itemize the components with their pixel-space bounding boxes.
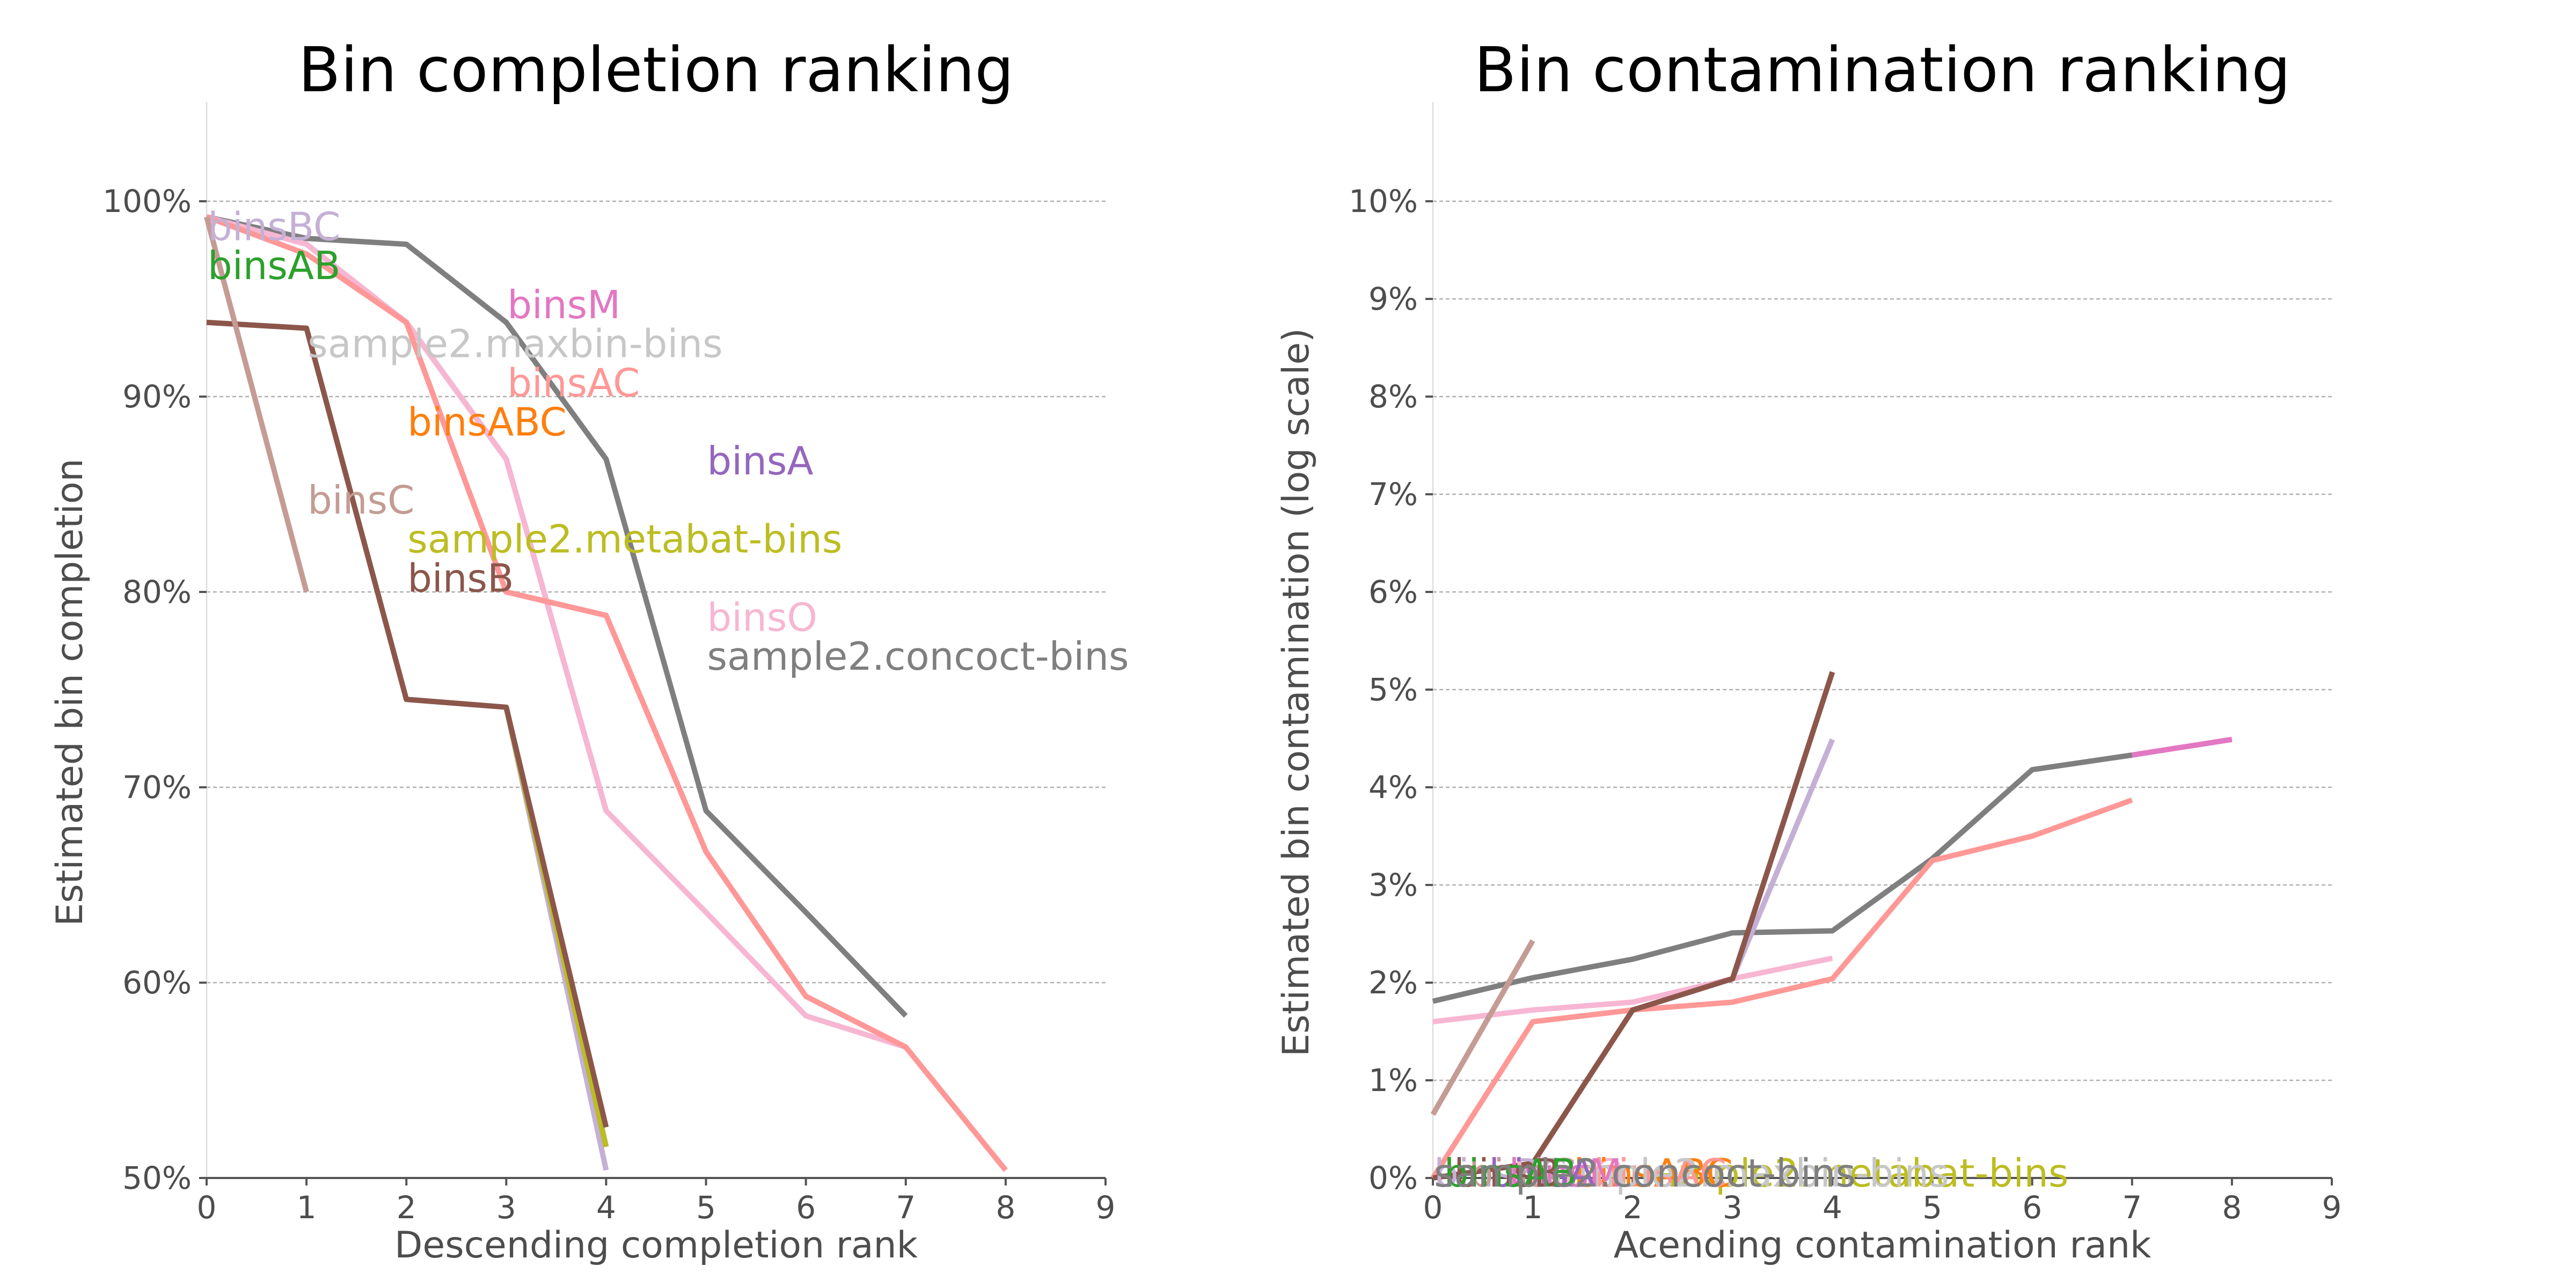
contamination-y-tick-label: 1%: [1368, 1062, 1418, 1099]
contamination-series-label-binsa: binsA: [1489, 1151, 1595, 1196]
completion-x-tick-label: 5: [696, 1189, 716, 1226]
completion-series-label-binsab: binsAB: [208, 243, 341, 288]
contamination-series-line-binsbc: [1730, 738, 1835, 980]
completion-x-tick-label: 9: [1096, 1189, 1116, 1226]
completion-y-tick-label: 100%: [103, 183, 192, 219]
completion-series-label-binso: binsO: [707, 595, 818, 640]
completion-series-label-sample2-metabat-bins: sample2.metabat-bins: [407, 517, 842, 562]
completion-series-label-binsc: binsC: [308, 478, 414, 523]
completion-x-tick-label: 4: [596, 1189, 616, 1226]
contamination-y-tick-label: 3%: [1368, 867, 1418, 903]
contamination-y-tick-label: 10%: [1349, 183, 1418, 219]
contamination-y-tick-label: 7%: [1368, 476, 1418, 513]
contamination-series-label-binsbc: binsBC: [1434, 1151, 1567, 1196]
contamination-x-tick-label: 3: [1723, 1189, 1743, 1226]
completion-series-line-binsb: [206, 319, 609, 1128]
completion-x-tick-label: 0: [197, 1189, 217, 1226]
contamination-series-line-sample2-concoct-bins: [1432, 752, 2133, 1004]
contamination-series-label-binsab: binsAB: [1444, 1151, 1577, 1196]
completion-chart-title: Bin completion ranking: [298, 34, 1014, 106]
contamination-y-axis-label: Estimated bin contamination (log scale): [1275, 328, 1318, 1057]
completion-series-line-binsc: [204, 216, 309, 593]
completion-y-axis-label: Estimated bin completion: [49, 458, 91, 926]
contamination-y-tick-label: 0%: [1368, 1160, 1418, 1196]
contamination-series-label-binsac: binsAC: [1594, 1151, 1726, 1196]
completion-series-line-sample2-concoct-bins: [206, 214, 908, 1018]
completion-series-label-binsa: binsA: [707, 438, 814, 484]
contamination-x-tick-label: 1: [1523, 1189, 1543, 1226]
completion-x-tick-label: 6: [796, 1189, 816, 1226]
contamination-x-tick-label: 9: [2322, 1189, 2342, 1226]
completion-series-label-binsac: binsAC: [507, 361, 640, 406]
completion-series-label-sample2-concoct-bins: sample2.concoct-bins: [707, 634, 1129, 679]
contamination-series-line-binsb: [1432, 671, 1835, 1181]
completion-series-line-binsac: [206, 214, 1008, 1172]
completion-x-tick-label: 1: [297, 1189, 317, 1226]
contamination-chart-title: Bin contamination ranking: [1474, 34, 2291, 106]
contamination-x-tick-label: 2: [1623, 1189, 1643, 1226]
contamination-series-label-binsb: binsB: [1454, 1151, 1560, 1196]
contamination-x-tick-label: 7: [2122, 1189, 2142, 1226]
contamination-x-tick-label: 6: [2022, 1189, 2042, 1226]
completion-series-label-binsm: binsM: [507, 282, 620, 327]
contamination-x-tick-label: 0: [1423, 1189, 1443, 1226]
contamination-x-tick-label: 5: [1922, 1189, 1942, 1226]
contamination-x-tick-label: 8: [2222, 1189, 2242, 1226]
completion-ranking-panel: 0 1 2 3 4 5 6 7 8 950%60%70%80%90%100%binsBCbinsA…: [49, 34, 1129, 1267]
contamination-series-label-binsc: binsC: [1469, 1151, 1576, 1196]
completion-x-axis-label: Descending completion rank: [394, 1224, 918, 1267]
contamination-y-tick-label: 4%: [1368, 769, 1418, 806]
completion-series-label-binsabc: binsABC: [407, 399, 567, 444]
completion-x-tick-label: 3: [496, 1189, 516, 1226]
contamination-series-label-sample2-metabat-bins: sample2.metabat-bins: [1634, 1151, 2068, 1196]
completion-series-label-sample2-maxbin-bins: sample2.maxbin-bins: [308, 321, 723, 367]
contamination-series-line-binsm: [2132, 736, 2233, 758]
contamination-ranking-panel: 0 1 2 3 4 5 6 7 8 90%1%2%3%4%5%6%7%8%9%10%binsBCb…: [1275, 34, 2341, 1267]
completion-y-tick-label: 90%: [122, 378, 192, 415]
contamination-series-label-sample2-maxbin-bins: sample2.maxbin-bins: [1534, 1151, 1949, 1196]
completion-y-tick-label: 60%: [122, 964, 192, 1001]
contamination-x-axis-label: Acending contamination rank: [1614, 1224, 2151, 1267]
contamination-x-tick-label: 4: [1823, 1189, 1842, 1226]
contamination-series-label-binsm: binsM: [1509, 1151, 1622, 1196]
completion-y-tick-label: 80%: [122, 574, 192, 610]
contamination-y-tick-label: 9%: [1368, 281, 1418, 317]
contamination-y-tick-label: 5%: [1368, 671, 1418, 708]
completion-series-line-binso: [206, 214, 907, 1050]
contamination-series-label-binso: binsO: [1514, 1151, 1624, 1196]
contamination-y-tick-label: 2%: [1368, 964, 1418, 1001]
completion-y-tick-label: 50%: [122, 1160, 192, 1196]
contamination-y-tick-label: 8%: [1368, 378, 1418, 415]
completion-x-tick-label: 2: [397, 1189, 416, 1226]
contamination-series-line-binsc: [1430, 939, 1535, 1116]
completion-x-tick-label: 8: [996, 1189, 1015, 1226]
contamination-y-tick-label: 6%: [1368, 574, 1418, 610]
contamination-series-label-binsabc: binsABC: [1574, 1151, 1733, 1196]
completion-series-label-binsbc: binsBC: [208, 204, 340, 249]
contamination-series-label-sample2-concoct-bins: sample2.concoct-bins: [1434, 1151, 1856, 1196]
contamination-series-line-binsac: [1430, 797, 2133, 1180]
completion-x-tick-label: 7: [896, 1189, 916, 1226]
completion-y-tick-label: 70%: [122, 769, 192, 806]
contamination-series-line-binso: [1432, 955, 1833, 1024]
completion-series-label-binsb: binsB: [407, 556, 514, 601]
